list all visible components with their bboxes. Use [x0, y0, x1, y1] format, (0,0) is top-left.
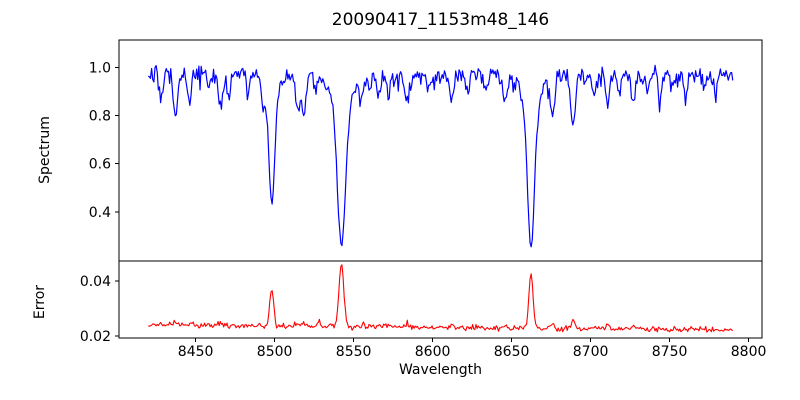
spectrum-line: [148, 64, 734, 248]
x-tick-label: 8550: [336, 344, 372, 360]
error-line: [148, 264, 734, 333]
x-tick-label: 8750: [652, 344, 688, 360]
spectrum-y-tick-label: 0.8: [89, 109, 111, 125]
error-panel-border: [118, 260, 763, 339]
chart-title: 20090417_1153m48_146: [331, 10, 550, 30]
x-axis-label: Wavelength: [398, 362, 483, 378]
x-tick-label: 8450: [178, 344, 214, 360]
x-tick-label: 8700: [573, 344, 609, 360]
error-y-tick-label: 0.02: [80, 329, 111, 345]
spectrum-y-tick-label: 1.0: [89, 60, 111, 76]
error-y-tick-label: 0.04: [80, 274, 111, 290]
x-tick-label: 8800: [731, 344, 767, 360]
spectrum-y-axis-label: Spectrum: [37, 116, 53, 184]
spectrum-y-tick-label: 0.4: [89, 205, 111, 221]
error-y-axis-label: Error: [32, 284, 48, 320]
x-tick-label: 8650: [494, 344, 530, 360]
x-tick-label: 8500: [257, 344, 293, 360]
spectrum-y-tick-label: 0.6: [89, 157, 111, 173]
x-tick-label: 8600: [415, 344, 451, 360]
